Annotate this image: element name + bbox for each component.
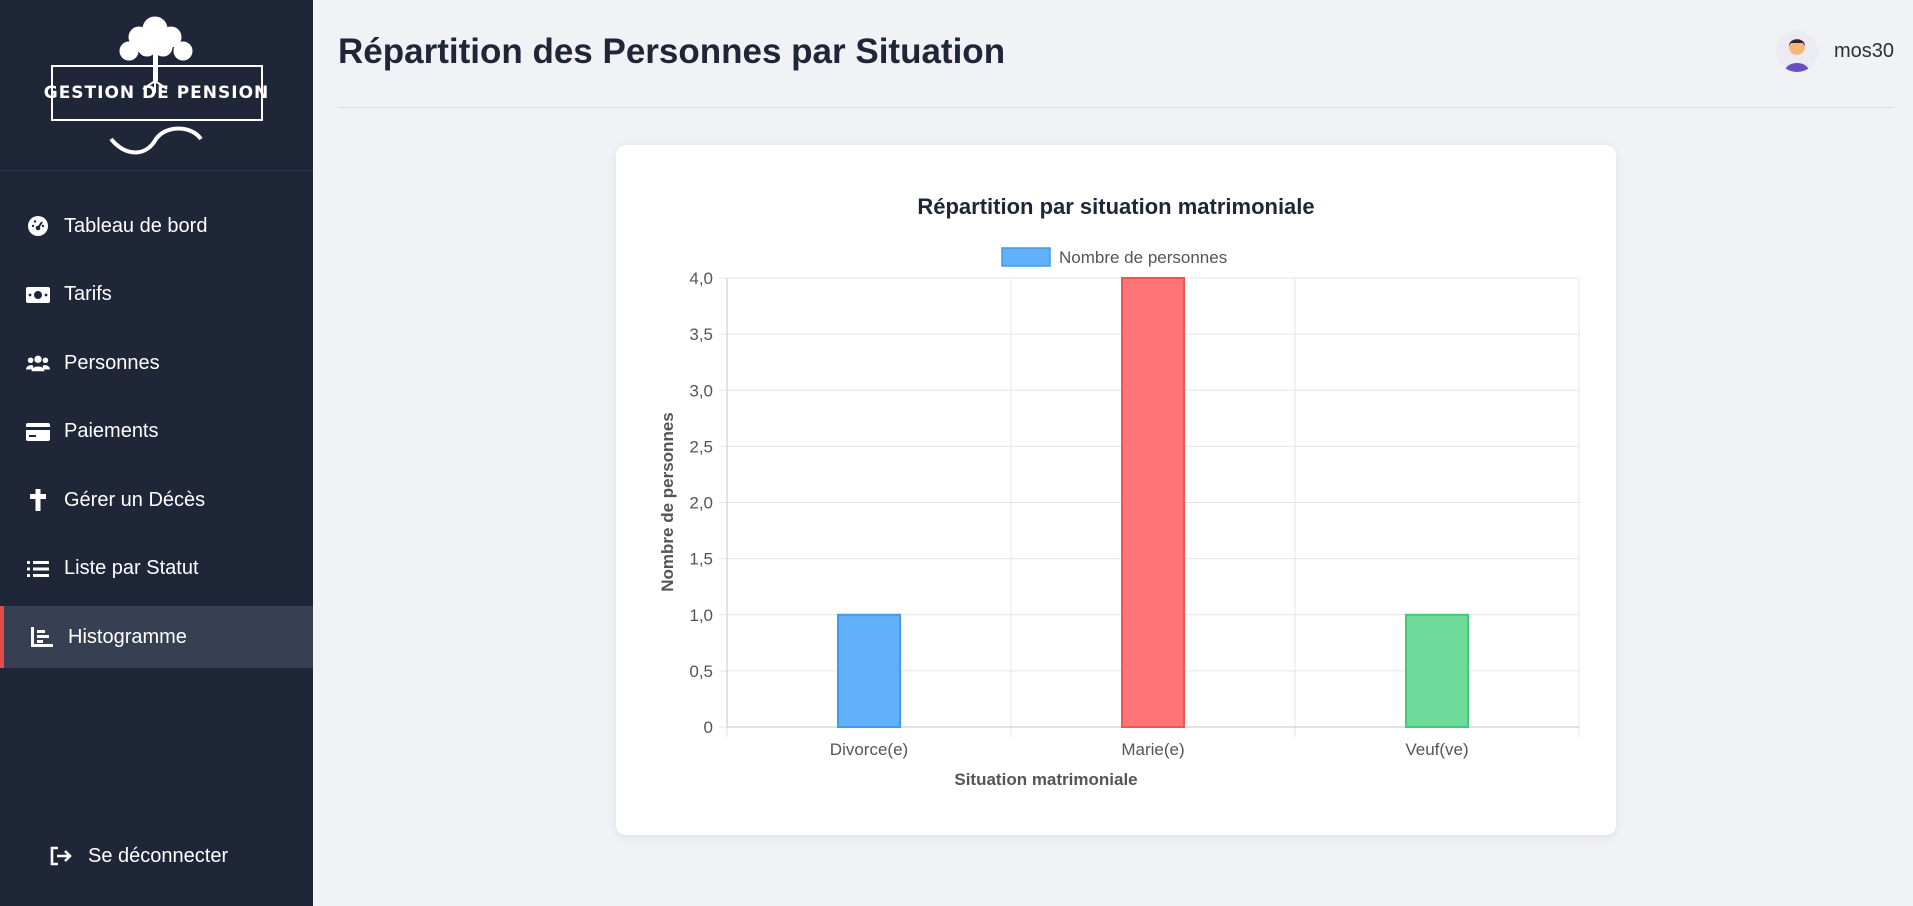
sidebar-item-histogramme[interactable]: Histogramme: [0, 606, 313, 668]
bar-divorcee[interactable]: [837, 613, 901, 728]
sidebar-item-label: Tarifs: [64, 283, 112, 305]
x-tick-label: Veuf(ve): [1405, 740, 1468, 759]
money-icon: [26, 283, 50, 307]
page-header: Répartition des Personnes par Situation …: [338, 0, 1894, 108]
logo: GESTION DE PENSION: [44, 7, 268, 163]
sidebar-item-tableau-de-bord[interactable]: Tableau de bord: [0, 195, 313, 257]
cross-icon: [26, 488, 50, 512]
sidebar-item-liste-statut[interactable]: Liste par Statut: [0, 538, 313, 600]
y-tick-label: 2,5: [689, 437, 713, 456]
sidebar-item-personnes[interactable]: Personnes: [0, 332, 313, 394]
sidebar-item-label: Gérer un Décès: [64, 488, 206, 511]
logout-label: Se déconnecter: [88, 844, 229, 867]
x-axis-title: Situation matrimoniale: [954, 770, 1137, 789]
y-axis-ticks: 0 0,5 1,0 1,5 2,0 2,5 3,0 3,5 4,0: [689, 269, 713, 737]
credit-card-icon: [26, 420, 50, 444]
y-tick-label: 1,0: [689, 606, 713, 625]
x-tick-label: Marie(e): [1121, 740, 1184, 759]
page-title: Répartition des Personnes par Situation: [338, 32, 1006, 71]
users-icon: [26, 351, 50, 375]
sidebar-item-paiements[interactable]: Paiements: [0, 401, 313, 463]
sidebar-nav: Tableau de bord Tarifs Personnes Paiemen…: [0, 195, 313, 668]
chart-bars: [837, 277, 1469, 728]
y-tick-label: 1,5: [689, 550, 713, 569]
logo-text: GESTION DE PENSION: [43, 83, 270, 103]
list-icon: [26, 557, 50, 581]
sidebar-item-label: Personnes: [64, 351, 160, 374]
y-tick-label: 4,0: [689, 269, 713, 288]
sidebar: GESTION DE PENSION Tableau de bord Tarif…: [0, 0, 313, 906]
y-tick-label: 2,0: [689, 494, 713, 513]
logo-box: GESTION DE PENSION: [44, 65, 268, 121]
sign-out-icon: [50, 844, 74, 868]
user-menu[interactable]: mos30: [1775, 30, 1894, 72]
y-tick-label: 0: [704, 718, 713, 737]
bar-veufve[interactable]: [1405, 613, 1469, 728]
sidebar-item-label: Paiements: [64, 420, 159, 442]
logout-button[interactable]: Se déconnecter: [50, 836, 228, 876]
legend-label: Nombre de personnes: [1059, 248, 1227, 267]
sidebar-item-label: Tableau de bord: [64, 214, 208, 237]
dashboard-icon: [26, 214, 50, 238]
x-axis-ticks: Divorce(e) Marie(e) Veuf(ve): [830, 740, 1469, 759]
avatar: [1775, 30, 1818, 72]
chart-card: Répartition par situation matrimoniale N…: [616, 145, 1616, 835]
user-avatar-icon: [1775, 30, 1818, 72]
bar-mariee[interactable]: [1121, 277, 1185, 728]
chart-legend: Nombre de personnes: [1001, 247, 1227, 267]
chart-title: Répartition par situation matrimoniale: [917, 194, 1314, 219]
sidebar-item-gerer-deces[interactable]: Gérer un Décès: [0, 469, 313, 531]
chart-bar-icon: [30, 625, 54, 649]
x-tick-label: Divorce(e): [830, 740, 908, 759]
logo-area: GESTION DE PENSION: [0, 0, 313, 171]
y-tick-label: 3,5: [689, 325, 713, 344]
legend-swatch: [1001, 247, 1051, 267]
y-axis-title: Nombre de personnes: [658, 412, 677, 592]
bar-chart: Répartition par situation matrimoniale N…: [658, 194, 1580, 789]
y-tick-label: 3,0: [689, 381, 713, 400]
username: mos30: [1833, 39, 1894, 62]
sidebar-item-tarifs[interactable]: Tarifs: [0, 264, 313, 326]
sidebar-item-label: Histogramme: [68, 625, 187, 648]
sidebar-item-label: Liste par Statut: [64, 557, 199, 579]
y-tick-label: 0,5: [689, 662, 713, 681]
tree-logo-icon: [108, 16, 203, 155]
